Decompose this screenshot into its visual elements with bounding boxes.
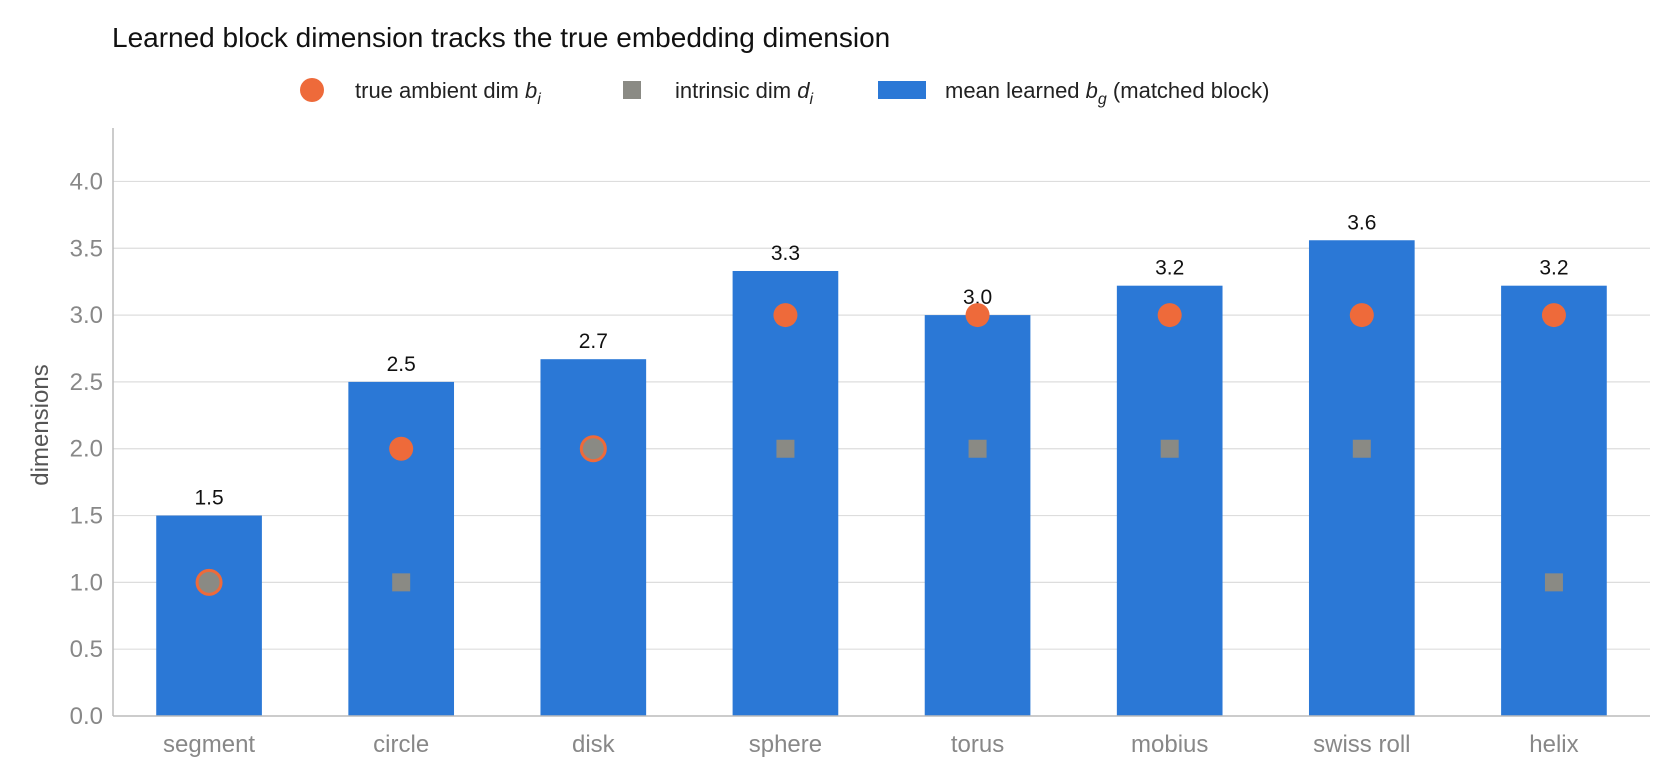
ambient-dim-marker: [579, 435, 607, 463]
bar: [1116, 285, 1223, 716]
y-tick-label: 1.5: [70, 503, 103, 530]
bar-value-label: 3.3: [771, 242, 800, 265]
x-tick-label: segment: [163, 731, 255, 758]
ambient-dim-marker: [1541, 303, 1566, 328]
bar-value-label: 3.6: [1347, 211, 1376, 234]
y-tick-label: 2.5: [70, 369, 103, 396]
legend-label-subscript: i: [810, 91, 814, 108]
ambient-dim-marker: [389, 436, 414, 461]
intrinsic-dim-marker: [1160, 439, 1179, 458]
x-tick-label: swiss roll: [1313, 731, 1410, 758]
legend-label-symbol: b: [525, 78, 537, 103]
bar: [540, 359, 647, 716]
legend-label-text: mean learned: [945, 78, 1086, 103]
bar: [1501, 285, 1607, 716]
bar-value-label: 3.2: [1539, 257, 1568, 280]
bar-value-labels: 1.5 2.5 2.7 3.3 3.0 3.2 3.6 3.2: [194, 211, 1568, 509]
legend-label-text: intrinsic dim: [675, 78, 797, 103]
legend-label: intrinsic dim di: [675, 78, 814, 108]
y-tick-label: 4.0: [70, 168, 103, 195]
y-tick-label: 0.5: [70, 636, 103, 663]
x-tick-label: sphere: [749, 731, 822, 758]
legend-item: intrinsic dim di: [623, 78, 814, 108]
x-tick-label: torus: [951, 731, 1004, 758]
legend-circle-swatch: [300, 78, 324, 102]
legend-square-swatch: [623, 81, 641, 99]
legend-label-text: true ambient dim: [355, 78, 525, 103]
intrinsic-dim-marker: [1352, 439, 1371, 458]
legend-label-subscript: i: [537, 91, 541, 108]
legend-item: true ambient dim bi: [300, 78, 541, 108]
x-tick-label: mobius: [1131, 731, 1208, 758]
legend-label: true ambient dim bi: [355, 78, 541, 108]
intrinsic-dim-marker: [392, 573, 411, 592]
y-tick-label: 3.0: [70, 302, 103, 329]
y-tick-label: 3.5: [70, 235, 103, 262]
bar: [732, 270, 839, 716]
intrinsic-dim-marker: [1544, 573, 1563, 592]
x-tick-label: helix: [1529, 731, 1578, 758]
ambient-dim-marker: [773, 303, 798, 328]
ambient-dim-marker: [1349, 303, 1374, 328]
y-tick-label: 1.0: [70, 569, 103, 596]
bar-value-label: 2.5: [387, 353, 416, 376]
bar: [348, 381, 455, 716]
legend-label-symbol: d: [797, 78, 810, 103]
legend-item: mean learned bg (matched block): [878, 78, 1269, 108]
ambient-dim-marker: [1157, 303, 1182, 328]
gridlines: [113, 180, 1650, 650]
bar-value-label: 1.5: [194, 487, 223, 510]
chart-title: Learned block dimension tracks the true …: [112, 22, 891, 53]
bar: [156, 515, 262, 716]
x-tick-label: disk: [572, 731, 616, 758]
bar-value-label: 3.2: [1155, 257, 1184, 280]
bar-value-label: 3.0: [963, 286, 992, 309]
bar: [924, 315, 1031, 716]
y-axis-title: dimensions: [27, 364, 54, 485]
ambient-dim-marker: [965, 303, 990, 328]
legend-label-suffix: (matched block): [1107, 78, 1270, 103]
legend-label-symbol: b: [1086, 78, 1098, 103]
intrinsic-dim-marker: [776, 439, 795, 458]
ambient-dim-marker: [195, 568, 223, 596]
intrinsic-dim-marker: [968, 439, 987, 458]
x-tick-label: circle: [373, 731, 429, 758]
bars: [156, 240, 1607, 716]
bar-value-label: 2.7: [579, 330, 608, 353]
y-tick-label: 0.0: [70, 703, 103, 730]
axes: 0.0 0.5 1.0 1.5 2.0 2.5 3.0 3.5 4.0 segment circle…: [70, 128, 1650, 758]
ambient-dim-markers: [195, 303, 1566, 596]
legend-label: mean learned bg (matched block): [945, 78, 1269, 108]
y-tick-label: 2.0: [70, 436, 103, 463]
legend-label-subscript: g: [1098, 91, 1107, 108]
legend-bar-swatch: [878, 81, 926, 99]
legend: true ambient dim bi intrinsic dim di mean …: [300, 78, 1269, 108]
